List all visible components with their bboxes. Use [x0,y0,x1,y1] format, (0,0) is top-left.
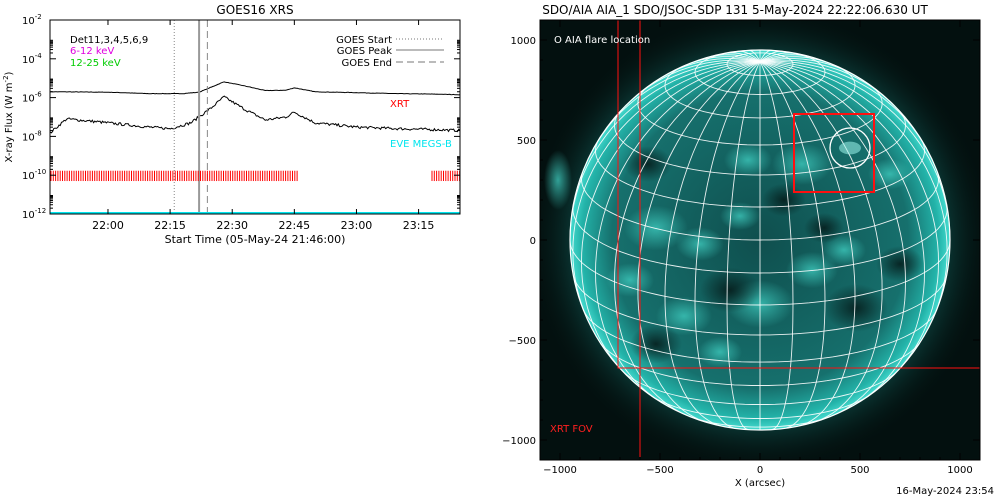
longitude-line [759,61,925,400]
y-tick-label: 10-12 [22,207,46,221]
goes-long-channel-curve [49,81,461,96]
aia-image-plot: SDO/AIA AIA_1 SDO/JSOC-SDP 131 5-May-202… [502,3,981,489]
right-x-axis-label: X (arcsec) [735,478,785,489]
bright-region [656,296,712,336]
x-tick-label: 22:15 [154,219,186,232]
y-tick-label: −1000 [502,436,536,447]
bright-region [822,234,866,266]
longitude-line [592,60,761,150]
limb-bright-feature [544,150,572,210]
x-tick-label: 500 [850,465,869,476]
dark-region [624,146,672,182]
energy-band-low: 6-12 keV [70,46,114,57]
longitude-line [759,56,827,63]
solar-limb [569,49,951,431]
xrt-fov-label: XRT FOV [550,424,593,435]
longitude-line [759,54,810,62]
bright-region [868,158,912,190]
goes-short-channel-curve [49,95,461,134]
eve-label: EVE MEGS-B [390,139,452,150]
dark-region [804,213,844,243]
y-tick-label: 10-6 [22,91,42,105]
longitude-line [725,52,761,62]
x-tick-label: 23:00 [341,219,373,232]
bright-region [698,336,742,368]
longitude-line [759,61,826,429]
x-tick-label: 1000 [947,465,972,476]
xrt-fov-box [617,20,980,369]
bright-region [724,143,772,177]
y-tick-label: 10-2 [22,13,42,27]
longitude-line [664,61,761,427]
bright-region [772,143,832,185]
x-tick-label: −500 [646,465,673,476]
flare-location-circle [829,127,871,169]
longitude-line [694,61,761,429]
flare-legend: O AIA flare location [554,35,650,46]
longitude-line [693,56,761,63]
longitude-line [759,61,794,431]
y-tick-label: 1000 [511,36,536,47]
xrt-fov-inner-box [639,20,980,460]
x-tick-label: −1000 [543,465,577,476]
longitude-line [759,59,887,99]
x-tick-label: 22:30 [216,219,248,232]
left-y-axis-label: X-ray Flux (W m-2) [2,71,15,162]
y-tick-label: 10-4 [22,52,42,66]
legend-goes-end: GOES End [342,58,392,69]
left-plot-frame [49,19,461,215]
y-tick-label: −500 [509,336,536,347]
right-chart-title: SDO/AIA AIA_1 SDO/JSOC-SDP 131 5-May-202… [542,3,928,17]
longitude-line [759,60,928,150]
longitude-line [637,61,761,423]
longitude-line [569,61,761,241]
x-tick-label: 23:15 [403,219,435,232]
bright-region [786,251,838,289]
det-label: Det11,3,4,5,6,9 [70,35,148,46]
longitude-line [633,59,761,99]
bright-region [676,227,724,261]
goes-legend: GOES Start GOES Peak GOES End [336,35,444,69]
x-tick-label: 22:00 [92,219,124,232]
longitude-line [614,61,761,416]
longitude-line [710,54,761,62]
y-tick-label: 10-10 [22,168,46,182]
longitude-line [726,61,761,431]
dark-region [762,183,806,217]
x-tick-label: 0 [757,465,763,476]
longitude-line [581,61,761,377]
longitude-line [572,61,761,324]
longitude-line [749,49,761,62]
dark-region [700,267,760,313]
longitude-line [759,61,856,427]
legend-goes-start: GOES Start [336,35,392,46]
xrt-label: XRT [390,99,410,110]
dark-region [630,324,682,364]
longitude-line [759,61,906,416]
flare-region-box [793,113,875,193]
longitude-line [759,49,771,62]
longitude-line [759,52,795,62]
timestamp: 16-May-2024 23:54 [896,486,994,497]
energy-band-high: 12-25 keV [70,58,121,69]
flare-brightening [839,141,861,155]
dark-region [824,284,888,332]
y-tick-label: 0 [530,236,536,247]
legend-goes-peak: GOES Peak [337,46,392,57]
goes-xrs-plot: GOES16 XRS 22:00 22:15 22:30 22:45 23:00 23:1… [2,3,461,246]
longitude-line [759,61,939,377]
left-x-axis-label: Start Time (05-May-24 21:46:00) [165,233,346,246]
longitude-line [759,61,948,324]
y-tick-label: 10-8 [22,129,42,143]
longitude-line [759,61,951,241]
longitude-line [759,61,883,423]
dark-region [876,246,924,282]
x-tick-label: 22:45 [278,219,310,232]
y-tick-label: 500 [517,136,536,147]
longitude-line [595,61,761,400]
left-chart-title: GOES16 XRS [216,3,293,17]
